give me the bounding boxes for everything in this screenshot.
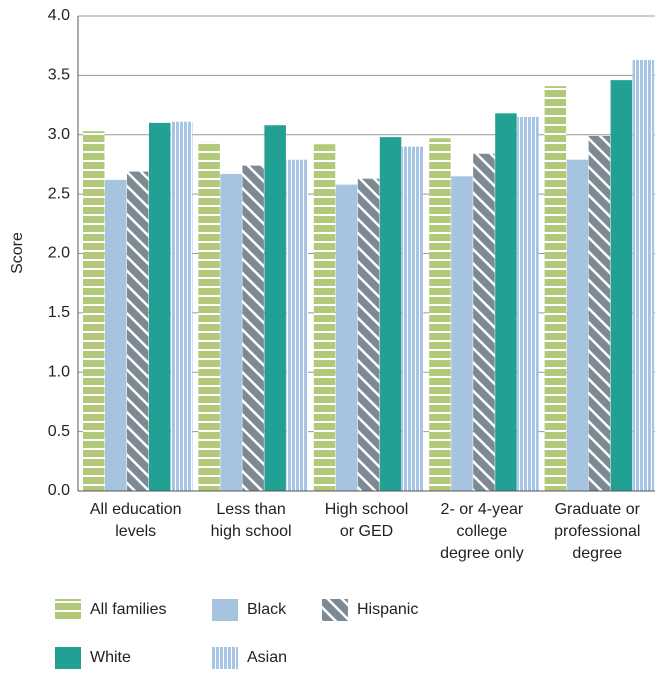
legend-swatch — [212, 599, 238, 621]
bar — [588, 135, 611, 491]
x-tick-label: levels — [115, 523, 156, 540]
legend-label: All families — [90, 601, 166, 618]
y-tick-label: 1.0 — [48, 363, 70, 380]
bar — [149, 122, 171, 491]
legend-swatch — [322, 599, 348, 621]
x-tick-label: degree only — [440, 545, 524, 562]
x-tick-label: college — [457, 523, 508, 540]
x-tick-label: degree — [572, 545, 622, 562]
y-tick-label: 3.0 — [48, 126, 70, 143]
bar — [401, 146, 424, 491]
bar — [379, 137, 402, 491]
legend-swatch — [212, 647, 238, 669]
bar — [357, 178, 380, 491]
legend-label: Asian — [247, 649, 287, 666]
legend-label: Black — [247, 601, 287, 618]
legend-swatch — [55, 599, 81, 621]
bar — [566, 159, 589, 491]
legend-label: White — [90, 649, 131, 666]
bar — [517, 116, 539, 491]
bar — [335, 184, 358, 491]
bar — [313, 144, 336, 491]
bar — [220, 173, 242, 491]
y-tick-label: 2.5 — [48, 185, 70, 202]
bar — [632, 59, 655, 491]
bar — [105, 179, 127, 491]
bar — [473, 153, 495, 491]
bar — [495, 113, 517, 491]
bar — [127, 171, 149, 491]
y-tick-label: 2.0 — [48, 245, 70, 262]
x-tick-label: 2- or 4-year — [441, 501, 524, 518]
bar — [198, 141, 220, 491]
x-tick-label: Less than — [216, 501, 285, 518]
y-tick-label: 0.0 — [48, 482, 70, 499]
x-tick-label: high school — [211, 523, 292, 540]
bar — [286, 159, 308, 491]
bar — [429, 138, 451, 491]
bar — [171, 121, 193, 491]
x-tick-label: All education — [90, 501, 182, 518]
legend-label: Hispanic — [357, 601, 418, 618]
legend-swatch — [55, 647, 81, 669]
bar — [451, 176, 473, 491]
y-tick-label: 3.5 — [48, 67, 70, 84]
x-tick-label: High school — [325, 501, 409, 518]
x-tick-label: professional — [554, 523, 640, 540]
bar — [610, 80, 633, 491]
y-tick-label: 1.5 — [48, 304, 70, 321]
bar — [83, 131, 105, 491]
bar — [264, 125, 286, 491]
bar — [544, 86, 567, 491]
y-axis-label: Score — [9, 232, 26, 274]
y-tick-label: 0.5 — [48, 423, 70, 440]
y-tick-label: 4.0 — [48, 7, 70, 24]
bar — [242, 165, 264, 491]
x-tick-label: Graduate or — [555, 501, 641, 518]
x-tick-label: or GED — [340, 523, 393, 540]
